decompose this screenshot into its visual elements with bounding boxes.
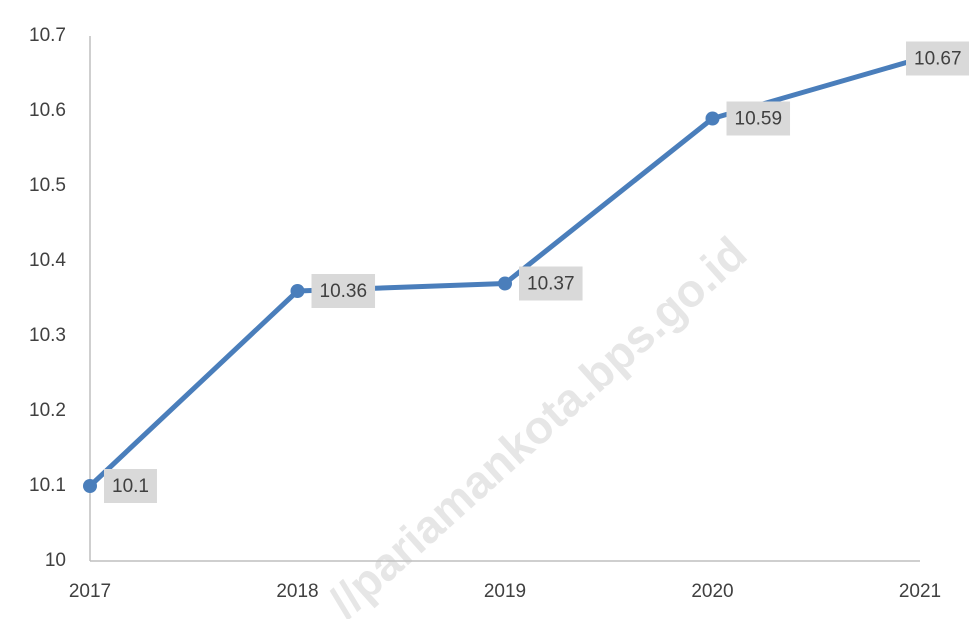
data-label-box xyxy=(311,274,376,308)
data-label-box xyxy=(519,266,583,301)
data-label-box xyxy=(726,101,791,136)
data-label: 10.1 xyxy=(112,476,149,497)
data-label: 10.59 xyxy=(735,109,783,130)
x-tick-label: 2020 xyxy=(691,581,733,602)
y-tick-label: 10.2 xyxy=(29,400,66,421)
point xyxy=(290,284,305,298)
y-tick-label: 10.5 xyxy=(29,175,66,196)
y-tick-label: 10.1 xyxy=(29,475,66,496)
data-label: 10.36 xyxy=(320,281,368,302)
y-tick-label: 10.6 xyxy=(29,100,66,121)
point xyxy=(705,111,720,126)
y-tick-label: 10 xyxy=(45,550,66,571)
data-label: 10.37 xyxy=(527,274,575,295)
x-tick-label: 2017 xyxy=(69,581,111,602)
x-tick-label: 2018 xyxy=(276,581,318,602)
y-tick-label: 10.3 xyxy=(29,325,66,346)
x-tick-label: 2021 xyxy=(899,581,941,602)
x-tick-label: 2019 xyxy=(484,581,526,602)
data-label-box xyxy=(104,469,157,503)
y-tick-label: 10.4 xyxy=(29,250,66,271)
data-label: 10.67 xyxy=(914,49,962,70)
point xyxy=(83,479,97,493)
y-tick-label: 10.7 xyxy=(29,25,66,46)
data-label-box xyxy=(906,41,969,76)
point xyxy=(498,276,512,291)
